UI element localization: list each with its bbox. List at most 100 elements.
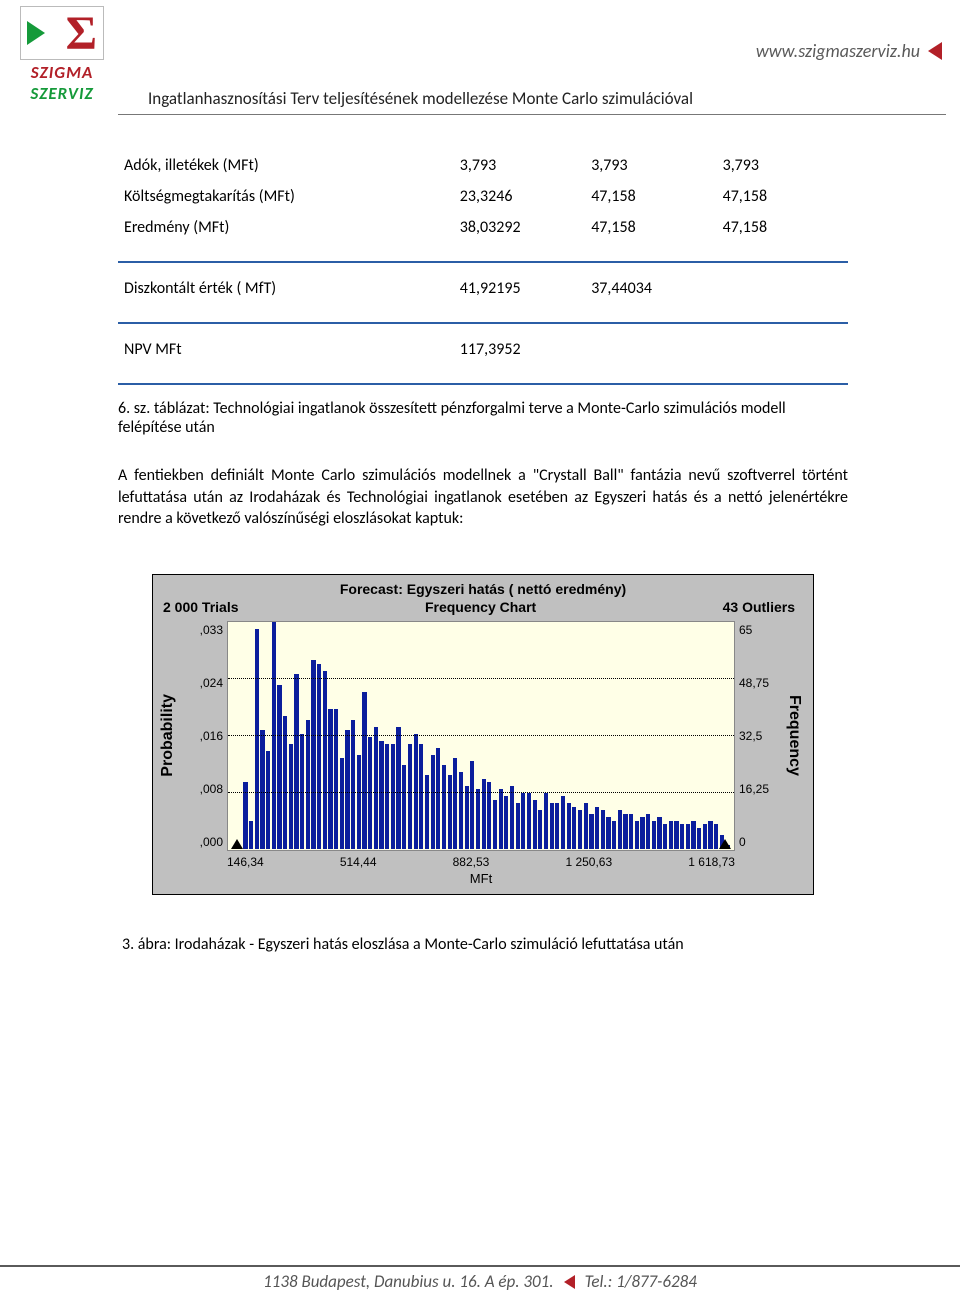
tick-label: 16,25	[739, 782, 777, 796]
chart-bar	[578, 810, 582, 848]
chart-bar	[714, 824, 718, 848]
cell-value: 47,158	[717, 212, 848, 243]
tick-label: 882,53	[453, 855, 490, 869]
chart-bar	[595, 807, 599, 849]
chart-bar	[453, 758, 457, 849]
chart-bar	[255, 629, 259, 849]
chart-bar	[482, 779, 486, 849]
chart-bar	[317, 664, 321, 849]
site-url: www.szigmaszerviz.hu	[756, 40, 942, 62]
chart-bar	[408, 744, 412, 849]
page-header: Σ SZIGMA SZERVIZ www.szigmaszerviz.hu In…	[0, 0, 960, 130]
outliers-label: 43 Outliers	[723, 599, 795, 615]
chart-bar	[691, 821, 695, 849]
chart-bar	[357, 755, 361, 849]
y-axis-right-label: Frequency	[781, 621, 807, 851]
tick-label: ,000	[185, 835, 223, 849]
gridline	[228, 735, 734, 736]
footer-divider	[0, 1265, 960, 1267]
triangle-marker-icon	[564, 1275, 575, 1289]
y-axis-left-label: Probability	[155, 621, 181, 851]
chart-bar	[436, 748, 440, 849]
tick-label: 514,44	[340, 855, 377, 869]
content-area: Adók, illetékek (MFt)3,7933,7933,793Költ…	[0, 130, 960, 954]
chart-bar	[391, 744, 395, 849]
chart-bar	[328, 709, 332, 849]
chart-bar	[448, 775, 452, 848]
chart-bar	[567, 803, 571, 848]
tick-label: 48,75	[739, 676, 777, 690]
chart-bar	[657, 817, 661, 848]
chart-bar	[266, 751, 270, 849]
section-divider	[118, 383, 848, 385]
cell-value	[585, 334, 716, 365]
tick-label: 1 618,73	[688, 855, 735, 869]
table-row: Diszkontált érték ( MfT)41,9219537,44034	[118, 273, 848, 304]
chart-bar	[640, 817, 644, 848]
chart-bar	[260, 730, 264, 849]
table-adok: Adók, illetékek (MFt)3,7933,7933,793Költ…	[118, 150, 848, 243]
chart-bar	[499, 789, 503, 848]
tick-label: 146,34	[227, 855, 264, 869]
tick-label: 0	[739, 835, 777, 849]
chart-bar	[294, 674, 298, 849]
table-row: Költségmegtakarítás (MFt)23,324647,15847…	[118, 181, 848, 212]
chart-bar	[674, 821, 678, 849]
chart-bar	[623, 814, 627, 849]
tick-label: 32,5	[739, 729, 777, 743]
chart-bars	[228, 622, 734, 850]
cell-value	[717, 273, 848, 304]
chart-bar	[311, 660, 315, 849]
chart-bar	[459, 772, 463, 849]
chart-bar	[323, 671, 327, 849]
x-axis: 146,34 514,44 882,53 1 250,63 1 618,73 MFt	[153, 851, 813, 894]
table-npv: NPV MFt117,3952	[118, 334, 848, 365]
chart-frame: Forecast: Egyszeri hatás ( nettó eredmén…	[152, 574, 814, 895]
tick-label: ,033	[185, 623, 223, 637]
triangle-icon	[27, 21, 45, 45]
cell-value: 38,03292	[454, 212, 585, 243]
y-ticks-right: 6548,7532,516,250	[735, 621, 781, 851]
chart-bar	[402, 765, 406, 849]
chart-bar	[476, 789, 480, 848]
logo: Σ SZIGMA SZERVIZ	[14, 6, 110, 104]
x-axis-label: MFt	[227, 869, 735, 894]
chart-body: Probability ,033,024,016,008,000 6548,75…	[153, 621, 813, 851]
chart-bar	[306, 720, 310, 849]
page-footer: 1138 Budapest, Danubius u. 16. A ép. 301…	[0, 1265, 960, 1305]
chart-bar	[708, 821, 712, 849]
chart-bar	[516, 803, 520, 848]
cell-value: 47,158	[585, 181, 716, 212]
chart-bar	[669, 821, 673, 849]
marker-left-icon	[231, 839, 243, 849]
chart-bar	[334, 709, 338, 849]
cell-value: 37,44034	[585, 273, 716, 304]
chart-plot-area	[227, 621, 735, 851]
chart-bar	[572, 807, 576, 849]
marker-right-icon	[719, 839, 731, 849]
chart-bar	[521, 793, 525, 849]
logo-mark: Σ	[20, 6, 104, 60]
chart-bar	[379, 741, 383, 849]
chart-bar	[289, 744, 293, 849]
cell-value: 47,158	[717, 181, 848, 212]
chart-bar	[368, 737, 372, 849]
chart-bar	[601, 810, 605, 848]
chart-bar	[629, 814, 633, 849]
chart-subheader: 2 000 Trials Frequency Chart 43 Outliers	[153, 599, 813, 621]
chart-bar	[249, 821, 253, 849]
chart-bar	[374, 727, 378, 849]
chart-bar	[555, 803, 559, 848]
chart-bar	[470, 761, 474, 848]
y-ticks-left: ,033,024,016,008,000	[181, 621, 227, 851]
chart-bar	[385, 744, 389, 849]
table-row: Eredmény (MFt)38,0329247,15847,158	[118, 212, 848, 243]
tick-label: 1 250,63	[565, 855, 612, 869]
chart-bar	[635, 821, 639, 849]
chart-bar	[533, 800, 537, 849]
row-label: Diszkontált érték ( MfT)	[118, 273, 454, 304]
chart-type-label: Frequency Chart	[425, 599, 536, 615]
chart-bar	[538, 810, 542, 848]
table-diszkontalt: Diszkontált érték ( MfT)41,9219537,44034	[118, 273, 848, 304]
footer-tel: Tel.: 1/877-6284	[585, 1271, 697, 1292]
